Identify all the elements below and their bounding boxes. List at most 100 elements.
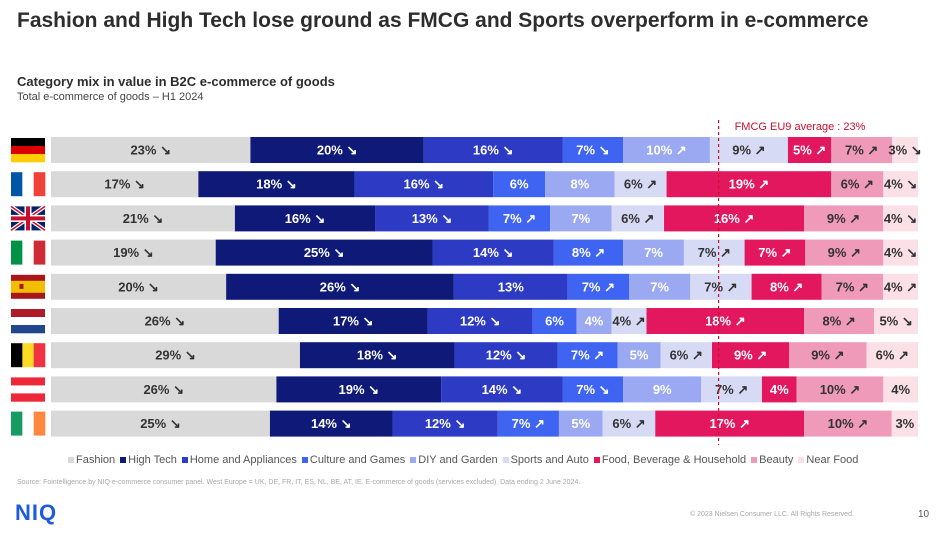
bar-segment [883, 376, 918, 403]
legend-label: Home and Appliances [189, 454, 297, 466]
bar-segment [226, 273, 454, 300]
bar-segment [804, 410, 892, 437]
bar-segment [751, 273, 822, 300]
data-label: 9% ↗ [828, 245, 861, 260]
legend-label: Near Food [806, 454, 859, 466]
legend-label: DIY and Garden [418, 454, 498, 466]
data-label: 7% [571, 211, 590, 226]
legend-item: Home and Appliances [181, 454, 297, 466]
bar-segment [821, 273, 883, 300]
bar-segment [611, 308, 647, 334]
bar-segment [562, 137, 624, 163]
bar-segment [51, 205, 235, 232]
bar-segment [250, 137, 424, 163]
data-label: 5% [630, 348, 649, 363]
bar-segment [646, 308, 805, 334]
data-label: 7% ↗ [698, 245, 731, 260]
data-label: 19% ↘ [113, 245, 154, 260]
bar-segment [805, 239, 884, 266]
bar-segment [660, 342, 712, 369]
bar-segment [804, 205, 883, 232]
data-label: 19% ↘ [339, 382, 380, 397]
data-label: 3% [895, 416, 914, 431]
flag-be-icon [11, 343, 46, 368]
legend-label: Sports and Auto [510, 454, 589, 466]
bar-segment [234, 205, 376, 232]
bar-segment [51, 342, 300, 369]
bar-segment [198, 171, 355, 198]
bar-row: 17% ↘ 18% ↘ 16% ↘ 6% 8% 6% ↗ 19% ↗ 6% ↗ 4% ↘ [51, 171, 918, 198]
bar-segment [354, 171, 494, 198]
legend-label: Beauty [759, 454, 794, 466]
bar-segment [683, 239, 745, 266]
bar-segment [276, 376, 442, 403]
data-label: 7% ↗ [715, 382, 748, 397]
data-label: 4% ↗ [884, 279, 917, 294]
bar-segment [299, 342, 455, 369]
bar-segment [796, 376, 884, 403]
chart-subsubtitle: Total e-commerce of goods – H1 2024 [17, 91, 204, 103]
data-label: 10% ↗ [828, 416, 869, 431]
bar-row: 29% ↘ 18% ↘ 12% ↘ 7% ↗ 5% 6% ↗ 9% ↗ 9% ↗ 6% ↗ [51, 342, 918, 369]
data-label: 21% ↘ [123, 211, 164, 226]
bar-segment [488, 205, 551, 232]
data-label: 7% ↗ [571, 348, 604, 363]
bar-segment [744, 239, 806, 266]
bar-segment [375, 205, 489, 232]
bar-segment [550, 205, 612, 232]
legend-swatch [410, 457, 417, 463]
bar-segment [51, 171, 199, 198]
bar-row: 26% ↘ 19% ↘ 14% ↘ 7% ↘ 9% 7% ↗ 4% 10% ↗ 4% [51, 376, 918, 403]
data-label: 26% ↘ [145, 314, 186, 329]
legend-item: DIY and Garden [410, 454, 498, 466]
data-label: 4% ↗ [612, 314, 645, 329]
bar-segment [392, 410, 498, 437]
bar-segment [553, 239, 624, 266]
data-label: 20% ↘ [118, 279, 159, 294]
bar-segment [611, 205, 665, 232]
data-label: 13% ↘ [412, 211, 453, 226]
legend-item: Fashion [68, 454, 115, 466]
data-label: 10% ↗ [646, 143, 687, 158]
data-label: 6% ↗ [612, 416, 645, 431]
data-label: 19% ↗ [729, 177, 770, 192]
legend-swatch [181, 457, 188, 463]
bar-segment [891, 137, 918, 163]
legend-swatch [798, 457, 805, 463]
data-label: 7% ↗ [512, 416, 545, 431]
bar-segment [432, 239, 554, 266]
data-label: 17% ↘ [333, 314, 374, 329]
legend-item: Beauty [751, 454, 793, 466]
legend-item: Food, Beverage & Household [593, 454, 746, 466]
bar-segment [831, 137, 892, 163]
legend-label: Fashion [76, 454, 116, 466]
legend-swatch [301, 457, 308, 463]
data-label: 4% [891, 382, 910, 397]
bar-segment [602, 410, 656, 437]
data-label: 20% ↘ [317, 143, 358, 158]
data-label: 16% ↘ [473, 143, 514, 158]
data-label: 7% [650, 279, 669, 294]
data-label: 18% ↘ [357, 348, 398, 363]
data-label: 7% ↗ [503, 211, 536, 226]
bar-segment [623, 137, 710, 163]
chart-subtitle: Category mix in value in B2C e-commerce … [17, 74, 335, 89]
bar-segment [804, 308, 875, 334]
data-label: 6% [545, 314, 564, 329]
bar-segment [562, 376, 624, 403]
bar-segment [664, 205, 805, 232]
legend-label: High Tech [128, 454, 177, 466]
data-label: 17% ↗ [709, 416, 750, 431]
bar-row: 26% ↘ 17% ↘ 12% ↘ 6% 4% 4% ↗ 18% ↗ 8% ↗ 5% ↘ [51, 308, 918, 334]
data-label: 16% ↘ [404, 177, 445, 192]
data-label: 25% ↘ [304, 245, 345, 260]
flag-nl-icon [11, 309, 45, 334]
flag-de-icon [11, 138, 45, 163]
bar-segment [51, 273, 227, 300]
flag-ie-icon [11, 411, 46, 436]
bar-segment [891, 410, 918, 437]
data-label: 25% ↘ [140, 416, 181, 431]
bar-segment [567, 273, 629, 300]
flag-it-icon [11, 240, 46, 265]
bar-segment [497, 410, 559, 437]
